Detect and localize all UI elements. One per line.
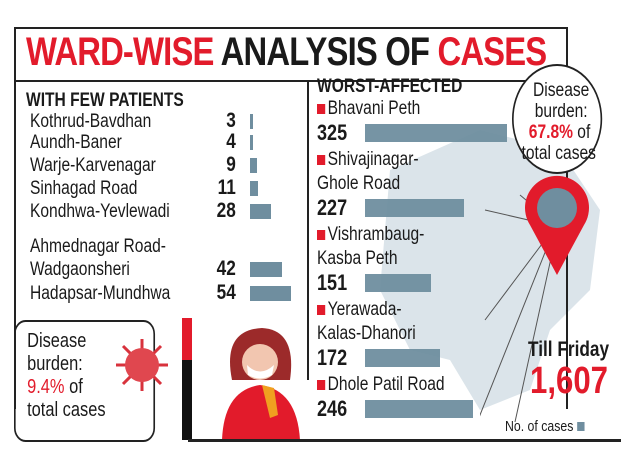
category-label: Dhole Patil Road xyxy=(317,374,445,396)
bar-value: 246 xyxy=(317,396,348,421)
bar-value: 151 xyxy=(317,270,348,295)
bar xyxy=(250,181,259,196)
left-header: WITH FEW PATIENTS xyxy=(26,90,184,111)
bar xyxy=(365,349,441,367)
location-pin-icon xyxy=(525,175,589,275)
legend-label: No. of cases xyxy=(505,418,574,435)
bar-label: Ahmednagar Road- xyxy=(30,236,166,257)
bar xyxy=(250,204,271,219)
bar-value: 4 xyxy=(226,130,236,153)
label-text: Yerawada- xyxy=(327,299,402,320)
bar-value: 54 xyxy=(216,281,236,304)
bar-label: Kothrud-Bavdhan xyxy=(30,111,152,132)
callout-text: of xyxy=(577,122,591,143)
bar-value: 325 xyxy=(317,120,348,145)
bar-value: 172 xyxy=(317,345,348,370)
headline-part: ANALYSIS OF xyxy=(220,30,430,74)
category-label: Ghole Road xyxy=(317,173,400,195)
bar xyxy=(365,400,473,418)
bar xyxy=(365,124,508,142)
headline: WARD-WISE ANALYSIS OF CASES xyxy=(26,30,547,75)
category-label: Bhavani Peth xyxy=(317,98,420,120)
callout-text: of xyxy=(69,376,83,398)
title-bar xyxy=(14,27,564,82)
bar-value: 11 xyxy=(217,176,236,199)
callout-text: burden: xyxy=(27,353,83,375)
callout-text: total cases xyxy=(27,399,106,421)
label-text: Ghole Road xyxy=(317,173,401,194)
category-label: Kasba Peth xyxy=(317,248,398,270)
virus-icon xyxy=(116,339,168,391)
bar-label: Wadgaonsheri xyxy=(30,259,130,280)
burden-percent: 67.8% xyxy=(528,122,573,143)
category-label: Yerawada- xyxy=(317,299,402,321)
category-label: Kalas-Dhanori xyxy=(317,323,416,345)
bar xyxy=(250,262,282,277)
bar-value: 3 xyxy=(226,109,236,132)
label-text: Bhavani Peth xyxy=(327,98,421,119)
label-text: Kasba Peth xyxy=(317,248,398,269)
bar-value: 42 xyxy=(216,257,236,280)
headline-part: CASES xyxy=(437,30,547,74)
headline-part: WARD-WISE xyxy=(26,30,214,74)
left-burden-callout: Disease burden: 9.4% of total cases xyxy=(14,320,156,442)
callout-text: burden: xyxy=(534,101,588,122)
total-cases: 1,607 xyxy=(530,360,608,402)
bar xyxy=(250,286,291,301)
bar-label: Hadapsar-Mundhwa xyxy=(30,283,171,304)
pointer-lines xyxy=(480,194,556,423)
bar-value: 9 xyxy=(226,153,236,176)
bar xyxy=(365,274,431,292)
legend: No. of cases xyxy=(505,418,585,435)
bar xyxy=(250,114,253,129)
burden-percent: 9.4% xyxy=(27,376,65,398)
bar-label: Kondhwa-Yevlewadi xyxy=(30,201,170,222)
accent-bar xyxy=(182,318,192,440)
bar xyxy=(365,199,465,217)
bar xyxy=(250,135,253,150)
category-label: Shivajinagar- xyxy=(317,149,419,171)
red-square-bullet xyxy=(317,230,326,240)
bar-value: 28 xyxy=(216,199,236,222)
bar-label: Aundh-Baner xyxy=(30,132,122,153)
bottom-rule xyxy=(188,439,621,442)
red-square-bullet xyxy=(317,380,326,390)
bar xyxy=(250,158,257,173)
red-square-bullet xyxy=(317,305,326,315)
right-burden-callout: Disease burden: 67.8% of total cases xyxy=(512,64,603,174)
label-text: Kalas-Dhanori xyxy=(317,323,416,344)
red-square-bullet xyxy=(317,104,326,114)
label-text: Vishrambaug- xyxy=(327,224,425,245)
divider xyxy=(307,80,309,380)
bar-value: 227 xyxy=(317,195,348,220)
category-label: Vishrambaug- xyxy=(317,224,424,246)
label-text: Shivajinagar- xyxy=(327,149,419,170)
label-text: Dhole Patil Road xyxy=(327,374,445,395)
bar-label: Warje-Karvenagar xyxy=(30,155,156,176)
till-label: Till Friday xyxy=(528,338,610,361)
callout-text: Disease xyxy=(27,330,87,352)
right-header: WORST-AFFECTED xyxy=(317,76,463,97)
callout-text: total cases xyxy=(521,143,596,164)
legend-swatch xyxy=(576,422,585,431)
callout-text: Disease xyxy=(533,80,590,101)
red-square-bullet xyxy=(317,155,326,165)
woman-with-mask-illustration xyxy=(222,328,300,440)
bar-label: Sinhagad Road xyxy=(30,178,138,199)
